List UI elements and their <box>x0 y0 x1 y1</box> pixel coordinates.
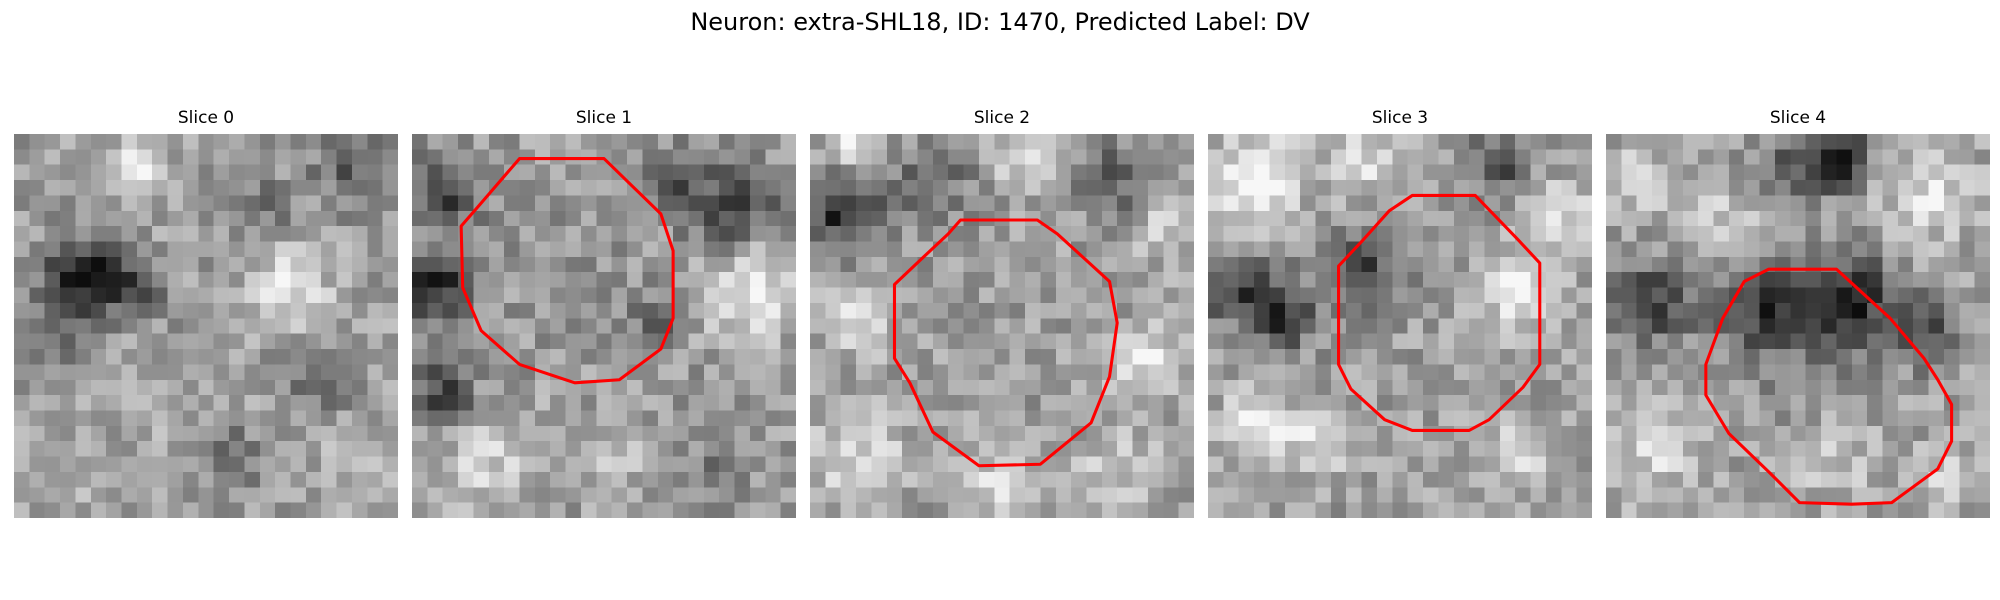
neuron-contour <box>892 218 1119 468</box>
slice-title: Slice 0 <box>177 108 235 128</box>
neuron-contour <box>1337 193 1542 432</box>
slice-title: Slice 3 <box>1371 108 1429 128</box>
slice-image <box>412 134 796 518</box>
slice-title: Slice 2 <box>973 108 1031 128</box>
figure-title: Neuron: extra-SHL18, ID: 1470, Predicted… <box>690 8 1310 36</box>
grayscale-pixels <box>810 134 1194 518</box>
grayscale-pixels <box>1606 134 1990 518</box>
neuron-contour <box>459 157 675 385</box>
neuron-contour <box>1704 267 1954 506</box>
slice-image <box>1606 134 1990 518</box>
slice-title: Slice 4 <box>1769 108 1827 128</box>
grayscale-pixels <box>412 134 796 518</box>
slice-image <box>810 134 1194 518</box>
grayscale-pixels <box>14 134 398 518</box>
slice-image <box>1208 134 1592 518</box>
slice-title: Slice 1 <box>575 108 633 128</box>
grayscale-pixels <box>1208 134 1592 518</box>
slice-image <box>14 134 398 518</box>
